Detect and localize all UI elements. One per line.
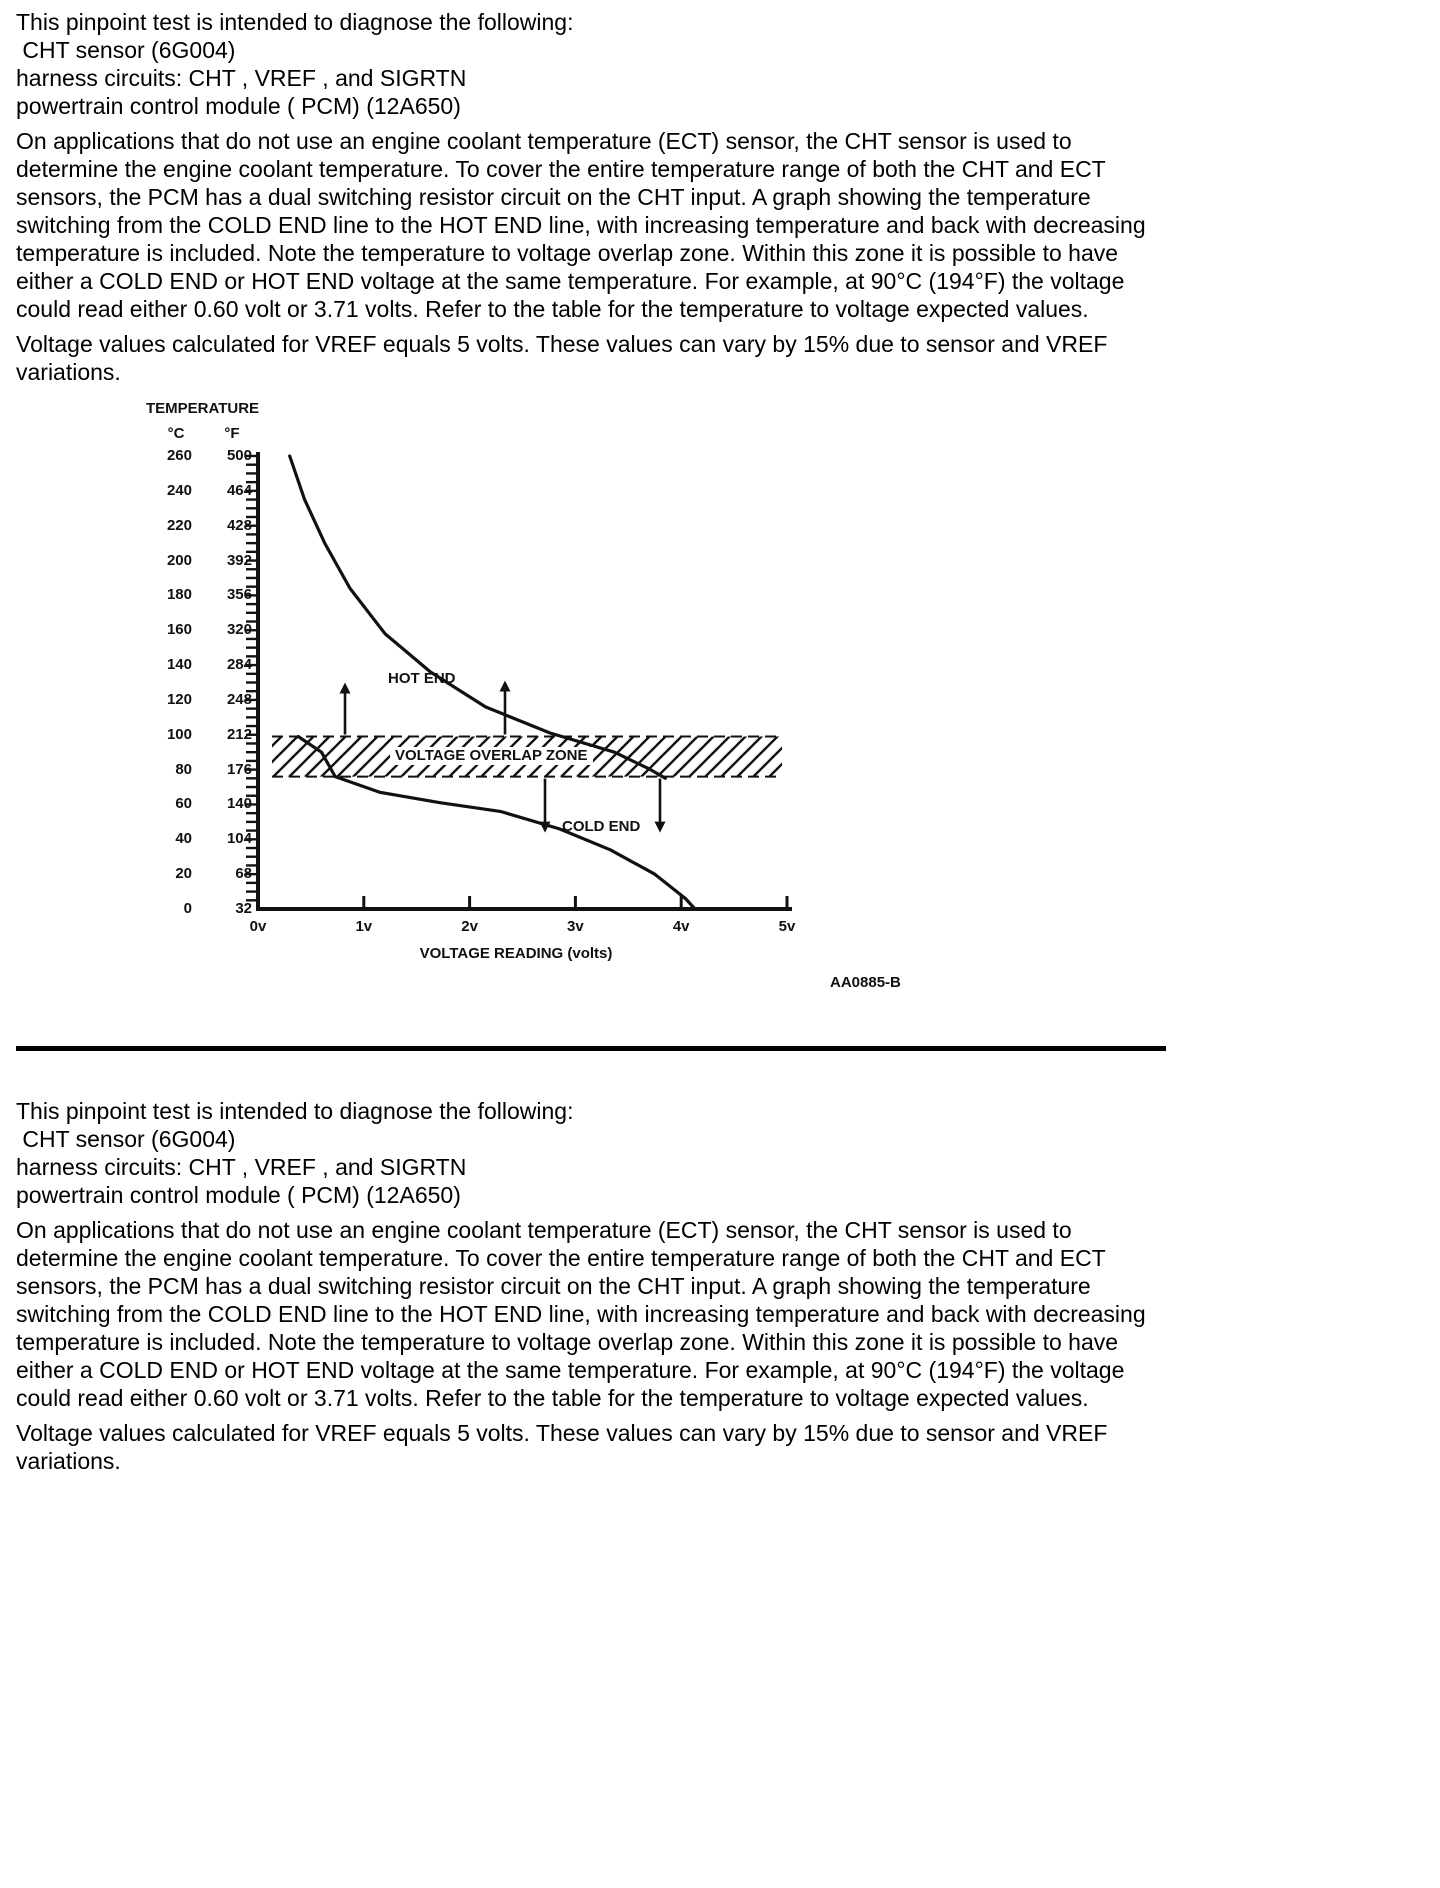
- y-tick-label-celsius: 60: [175, 795, 192, 813]
- chart-labels-layer: TEMPERATURE °C °F 260 500 240 464 220 428 200 392 1…: [16, 394, 956, 994]
- y-tick-label-celsius: 80: [175, 760, 192, 778]
- y-tick-label-celsius: 240: [166, 481, 192, 499]
- y-tick-label-fahrenheit: 320: [226, 621, 252, 639]
- heading-line-2: CHT sensor (6G004): [16, 37, 236, 63]
- y-tick-label-celsius: 120: [166, 690, 192, 708]
- paragraph-vref-note: Voltage values calculated for VREF equal…: [16, 1420, 1108, 1474]
- y-tick-label-fahrenheit: 32: [235, 900, 252, 917]
- x-tick-label: 4v: [672, 918, 690, 935]
- y-tick-label-fahrenheit: 428: [226, 516, 252, 534]
- cht-temperature-voltage-chart: TEMPERATURE °C °F 260 500 240 464 220 428 200 392 1…: [16, 394, 956, 994]
- y-tick-label-celsius: 0: [183, 900, 192, 917]
- y-tick-label-celsius: 20: [175, 865, 192, 883]
- y-axis-header-fahrenheit: °F: [224, 425, 240, 442]
- curve-cold-end: [296, 734, 697, 911]
- intro-block-top: This pinpoint test is intended to diagno…: [16, 8, 1166, 386]
- y-tick-label-celsius: 260: [166, 447, 192, 464]
- chart-title: TEMPERATURE: [146, 400, 260, 417]
- x-axis-label: VOLTAGE READING (volts): [419, 945, 613, 962]
- y-tick-label-fahrenheit: 176: [226, 760, 252, 778]
- paragraph-vref-note: Voltage values calculated for VREF equal…: [16, 331, 1108, 385]
- y-tick-label-fahrenheit: 248: [226, 690, 252, 708]
- figure-code: AA0885-B: [830, 974, 901, 991]
- y-axis-header-celsius: °C: [167, 425, 185, 442]
- y-tick-label-fahrenheit: 140: [226, 795, 252, 813]
- y-tick-label-fahrenheit: 104: [226, 830, 252, 848]
- x-tick-label: 2v: [461, 918, 478, 935]
- y-tick-label-fahrenheit: 356: [226, 586, 252, 604]
- y-tick-label-fahrenheit: 500: [226, 447, 252, 464]
- y-tick-label-celsius: 220: [166, 516, 192, 534]
- heading-line-4: powertrain control module ( PCM) (12A650…: [16, 1182, 461, 1208]
- heading-line-2: CHT sensor (6G004): [16, 1126, 236, 1152]
- y-tick-label-fahrenheit: 212: [226, 725, 252, 743]
- y-tick-label-fahrenheit: 68: [235, 865, 252, 883]
- x-tick-label: 3v: [567, 918, 584, 935]
- chart-canvas: [246, 452, 792, 911]
- y-tick-label-fahrenheit: 284: [226, 656, 252, 674]
- curve-hot-end: [288, 454, 667, 780]
- heading-line-4: powertrain control module ( PCM) (12A650…: [16, 93, 461, 119]
- document-content: This pinpoint test is intended to diagno…: [16, 8, 1166, 1475]
- y-tick-label-celsius: 40: [175, 830, 192, 848]
- y-tick-label-celsius: 160: [166, 621, 192, 639]
- cold-end-label: COLD END: [562, 818, 641, 835]
- heading-line-1: This pinpoint test is intended to diagno…: [16, 1098, 574, 1124]
- heading-line-3: harness circuits: CHT , VREF , and SIGRT…: [16, 1154, 467, 1180]
- y-tick-label-celsius: 140: [166, 656, 192, 674]
- overlap-zone-label: VOLTAGE OVERLAP ZONE: [390, 746, 593, 765]
- y-tick-label-fahrenheit: 392: [226, 551, 252, 569]
- x-tick-label: 0v: [249, 918, 267, 935]
- y-tick-label-celsius: 200: [166, 551, 192, 569]
- x-tick-label: 1v: [355, 918, 373, 935]
- heading-line-1: This pinpoint test is intended to diagno…: [16, 9, 574, 35]
- y-tick-label-celsius: 180: [166, 586, 192, 604]
- y-tick-label-celsius: 100: [166, 725, 192, 743]
- section-divider: [16, 1046, 1166, 1051]
- paragraph-description: On applications that do not use an engin…: [16, 128, 1146, 322]
- hot-end-label: HOT END: [388, 670, 456, 687]
- intro-block-bottom: This pinpoint test is intended to diagno…: [16, 1097, 1166, 1475]
- heading-line-3: harness circuits: CHT , VREF , and SIGRT…: [16, 65, 467, 91]
- x-tick-label: 5v: [778, 918, 796, 935]
- y-tick-label-fahrenheit: 464: [226, 481, 252, 499]
- paragraph-description: On applications that do not use an engin…: [16, 1217, 1146, 1411]
